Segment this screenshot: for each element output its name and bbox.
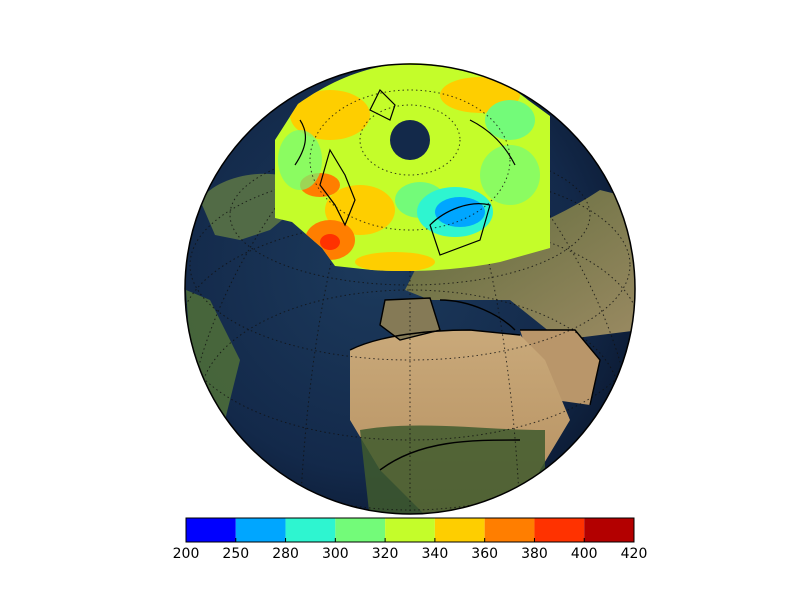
colorbar-segment bbox=[235, 518, 286, 542]
colorbar-segment bbox=[434, 518, 485, 542]
colorbar-segment bbox=[484, 518, 535, 542]
colorbar-segment bbox=[534, 518, 585, 542]
colorbar-segment bbox=[285, 518, 336, 542]
colorbar-tick-label: 320 bbox=[372, 546, 399, 562]
eurasia-landmass bbox=[405, 190, 635, 340]
colorbar-segment bbox=[385, 518, 435, 542]
colorbar-outline bbox=[185, 517, 635, 543]
globe-outline bbox=[184, 63, 636, 515]
colorbar-tick-label: 280 bbox=[272, 546, 299, 562]
colorbar-tick-label: 420 bbox=[621, 546, 648, 562]
colorbar-tick-label: 200 bbox=[173, 546, 200, 562]
pole-hole bbox=[390, 120, 430, 160]
colorbar-tick-label: 380 bbox=[521, 546, 548, 562]
colorbar-tick-label: 400 bbox=[571, 546, 598, 562]
colorbar-tick-label: 300 bbox=[322, 546, 349, 562]
iberia-landmass bbox=[380, 298, 440, 340]
colorbar-tick-label: 250 bbox=[222, 546, 249, 562]
coastlines bbox=[349, 297, 601, 471]
colorbar-segment bbox=[584, 518, 634, 542]
colorbar: 200 250 280 300 320 340 360 380 400 420 bbox=[173, 517, 648, 562]
arabia-landmass bbox=[520, 330, 600, 405]
colorbar-tick-label: 340 bbox=[422, 546, 449, 562]
colorbar-segment bbox=[186, 518, 236, 542]
colorbar-segment bbox=[335, 518, 386, 542]
polar-cap-overlay bbox=[275, 63, 550, 272]
colorbar-tick-label: 360 bbox=[471, 546, 498, 562]
